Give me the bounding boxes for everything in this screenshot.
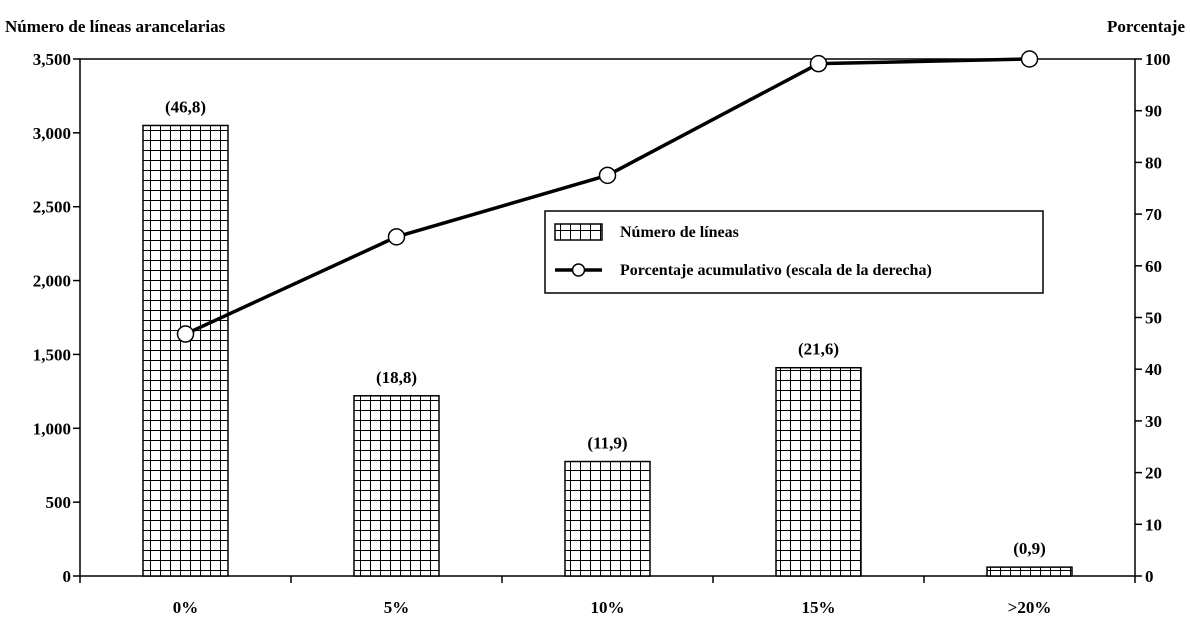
y2-tick-label: 90	[1145, 102, 1162, 121]
y2-tick-label: 40	[1145, 360, 1162, 379]
y-tick-label: 2,500	[33, 198, 71, 217]
y-tick-label: 2,000	[33, 272, 71, 291]
line-marker	[809, 54, 828, 73]
y2-tick-label: 60	[1145, 257, 1162, 276]
bar-data-label: (21,6)	[798, 340, 839, 359]
y-tick-label: 1,500	[33, 345, 71, 364]
y2-tick-label: 80	[1145, 153, 1162, 172]
plot-area: 0 500 1,000 1,500 2,000 2,500 3,000 3,500 0 10 20 3…	[33, 50, 1171, 617]
legend-box	[544, 210, 1044, 294]
bar	[775, 366, 862, 577]
x-category-label: 5%	[384, 598, 410, 617]
bar-data-label: (18,8)	[376, 368, 417, 387]
bar	[142, 124, 229, 577]
legend-bar-swatch	[554, 223, 603, 241]
y-tick-label: 3,000	[33, 124, 71, 143]
bar-data-label: (0,9)	[1013, 539, 1046, 558]
y2-tick-label: 50	[1145, 309, 1162, 328]
bar	[353, 395, 440, 577]
bar-data-label: (11,9)	[587, 434, 627, 453]
line-marker	[598, 166, 617, 185]
y-axis-title: Número de líneas arancelarias	[5, 17, 226, 36]
y2-tick-label: 100	[1145, 50, 1171, 69]
x-category-label: 0%	[173, 598, 199, 617]
bar	[564, 460, 651, 577]
line-marker	[387, 228, 406, 246]
y2-tick-label: 70	[1145, 205, 1162, 224]
x-category-label: 15%	[802, 598, 836, 617]
y2-tick-label: 20	[1145, 464, 1162, 483]
x-category-label: 10%	[591, 598, 625, 617]
y-tick-label: 0	[63, 567, 72, 586]
y2-tick-label: 10	[1145, 515, 1162, 534]
y-tick-label: 3,500	[33, 50, 71, 69]
bar	[986, 566, 1073, 577]
legend-label-line: Porcentaje acumulativo (escala de la der…	[620, 262, 932, 279]
legend-label-bars: Número de líneas	[620, 224, 739, 241]
y2-tick-label: 0	[1145, 567, 1154, 586]
line-marker	[1020, 50, 1039, 68]
line-marker	[176, 325, 195, 343]
bar-data-label: (46,8)	[165, 97, 206, 116]
legend: Número de líneas Porcentaje acumulativo …	[544, 210, 1044, 294]
legend-marker-swatch	[571, 263, 586, 277]
x-category-label: >20%	[1008, 598, 1052, 617]
y2-tick-label: 30	[1145, 412, 1162, 431]
y-tick-label: 1,000	[33, 419, 71, 438]
y2-axis-title: Porcentaje	[1107, 17, 1185, 36]
y-tick-label: 500	[46, 493, 72, 512]
